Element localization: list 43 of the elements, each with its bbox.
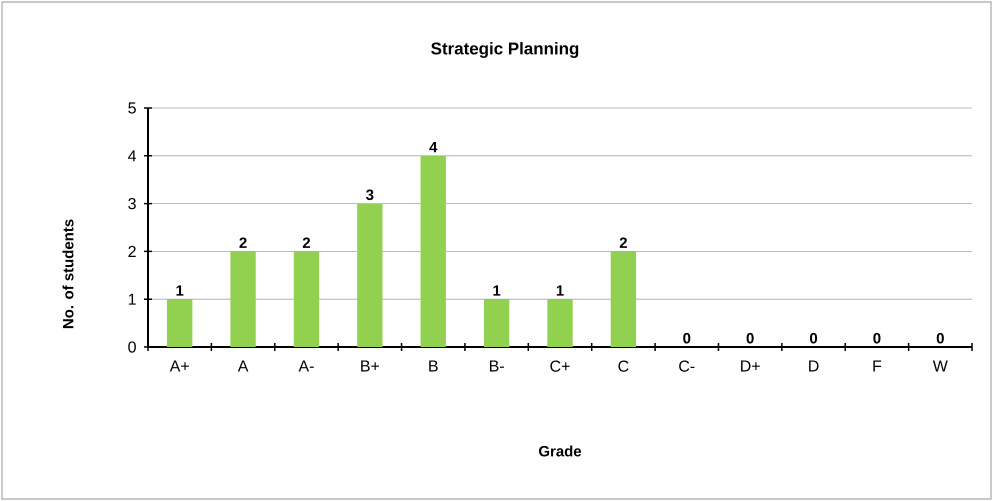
data-label: 1 [556, 285, 564, 296]
y-tick-label: 5 [128, 102, 136, 114]
x-tick-label: C- [679, 360, 694, 372]
y-tick-label: 2 [128, 246, 136, 257]
data-label: 3 [366, 189, 374, 200]
bar [357, 204, 383, 347]
data-label: 0 [810, 332, 818, 344]
data-label: 1 [176, 285, 184, 296]
x-tick-label: C [618, 360, 629, 372]
y-tick-label: 0 [128, 341, 136, 353]
x-tick-label: W [932, 360, 948, 372]
data-label: 0 [873, 332, 880, 344]
bar [294, 251, 320, 347]
bar [230, 251, 256, 347]
x-tick-label: B- [490, 360, 504, 372]
y-tick-label: 4 [128, 150, 136, 162]
bar [610, 251, 636, 347]
bar [167, 299, 192, 347]
bar [547, 299, 573, 347]
x-axis-title: Grade [539, 446, 582, 456]
data-label: 0 [683, 332, 690, 344]
data-label: 2 [239, 237, 247, 248]
data-label: 2 [302, 237, 310, 248]
x-tick-label: B [429, 360, 438, 372]
data-label: 0 [936, 332, 944, 344]
x-tick-label: F [873, 360, 882, 372]
x-tick-label: D+ [741, 360, 760, 372]
data-label: 0 [746, 332, 754, 344]
x-tick-label: D [809, 360, 819, 372]
y-axis-title: No. of students [62, 220, 74, 328]
data-label: 4 [429, 142, 438, 152]
y-tick-label: 3 [128, 198, 136, 210]
x-tick-label: A+ [170, 360, 189, 372]
x-tick-label: B+ [361, 360, 380, 372]
chart-title: Strategic Planning [431, 42, 578, 58]
data-label: 1 [493, 285, 500, 296]
x-tick-label: A- [298, 360, 314, 372]
bar [484, 299, 510, 347]
data-label: 2 [620, 237, 627, 248]
bar [420, 156, 446, 347]
x-tick-label: C+ [550, 360, 570, 372]
x-tick-label: A [238, 360, 248, 372]
y-tick-label: 1 [128, 294, 136, 305]
